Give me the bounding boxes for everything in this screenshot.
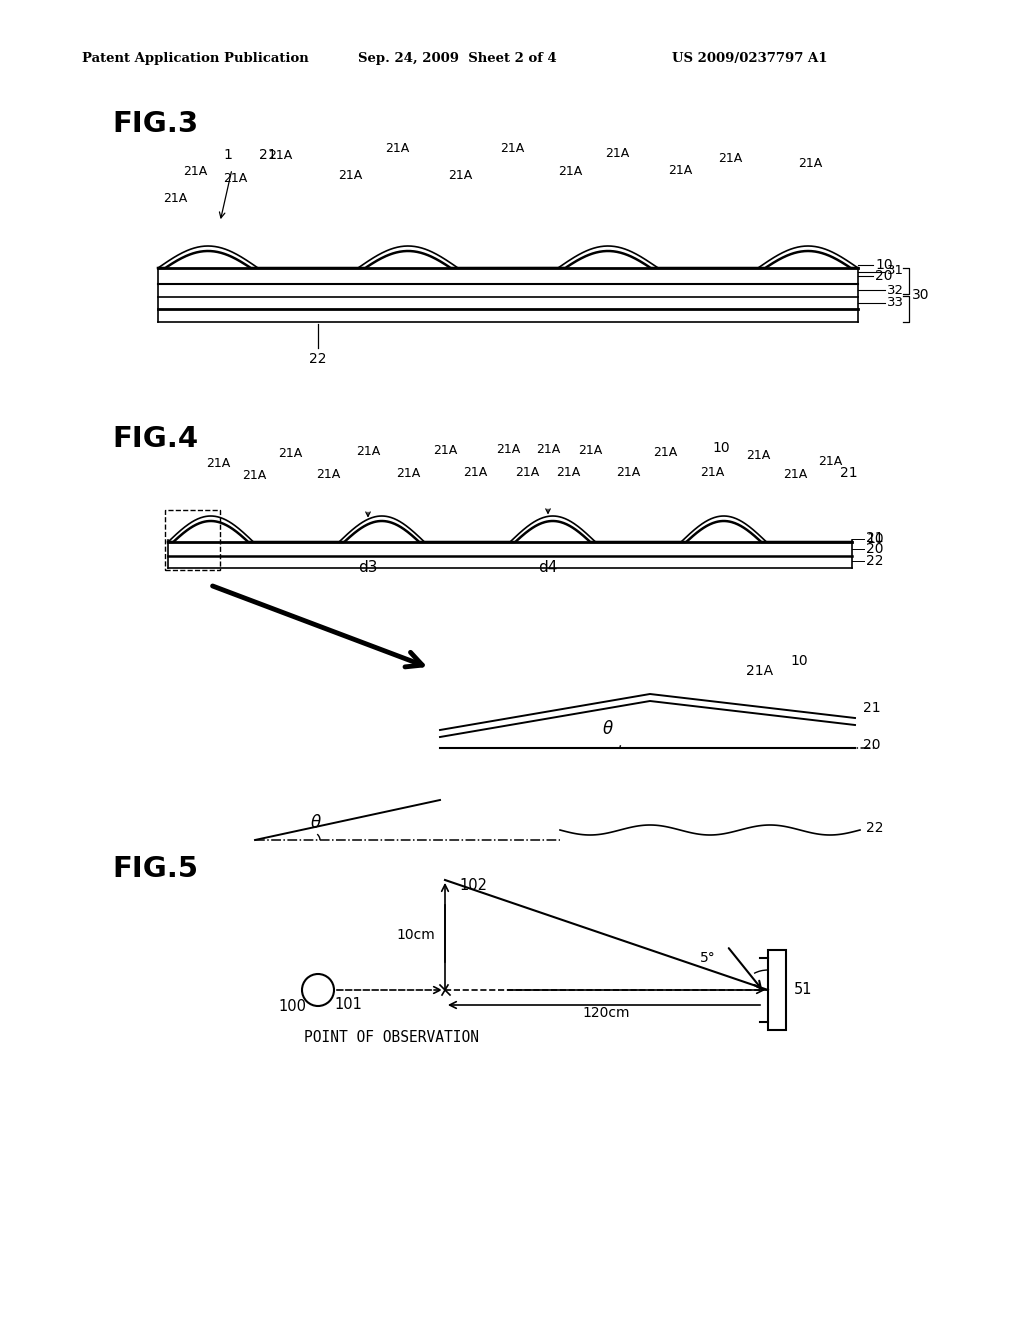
Text: 10: 10 xyxy=(712,441,730,455)
Text: 21A: 21A xyxy=(783,469,807,480)
Text: 21: 21 xyxy=(840,466,858,480)
Text: 21: 21 xyxy=(863,701,881,715)
Text: 21A: 21A xyxy=(463,466,487,479)
Text: 20: 20 xyxy=(874,269,893,282)
Text: 101: 101 xyxy=(334,997,361,1012)
Text: 100: 100 xyxy=(278,999,306,1014)
Text: 20: 20 xyxy=(863,738,881,752)
Bar xyxy=(165,510,220,570)
Text: 21A: 21A xyxy=(668,164,692,177)
Text: 22: 22 xyxy=(866,554,884,568)
Text: 21A: 21A xyxy=(356,445,380,458)
Text: 21A: 21A xyxy=(385,143,410,154)
Text: 21A: 21A xyxy=(396,467,420,480)
Text: 21A: 21A xyxy=(223,172,247,185)
Text: 10: 10 xyxy=(874,257,893,272)
Text: 22: 22 xyxy=(866,821,884,836)
Text: 21A: 21A xyxy=(558,165,582,178)
Text: Sep. 24, 2009  Sheet 2 of 4: Sep. 24, 2009 Sheet 2 of 4 xyxy=(358,51,557,65)
Text: 21A: 21A xyxy=(268,149,292,162)
Text: 10: 10 xyxy=(866,532,884,546)
Text: 31: 31 xyxy=(887,264,904,277)
Text: 21A: 21A xyxy=(818,455,842,469)
Text: Patent Application Publication: Patent Application Publication xyxy=(82,51,309,65)
Text: 21A: 21A xyxy=(556,466,581,479)
Text: 21A: 21A xyxy=(798,157,822,170)
Text: FIG.3: FIG.3 xyxy=(112,110,199,139)
Text: 32: 32 xyxy=(887,284,904,297)
Text: 21: 21 xyxy=(259,148,276,162)
Text: 30: 30 xyxy=(912,288,930,302)
Text: 21A: 21A xyxy=(699,466,724,479)
Text: 1: 1 xyxy=(223,148,232,162)
Text: 5°: 5° xyxy=(700,950,716,965)
Text: 21A: 21A xyxy=(496,444,520,455)
Text: 120cm: 120cm xyxy=(583,1006,630,1020)
Text: 21A: 21A xyxy=(242,469,266,482)
Text: 20: 20 xyxy=(866,543,884,556)
Text: 22: 22 xyxy=(309,352,327,366)
Text: $\theta$: $\theta$ xyxy=(602,719,614,738)
Text: 21A: 21A xyxy=(183,165,207,178)
Text: 102: 102 xyxy=(459,878,487,894)
Text: 21A: 21A xyxy=(433,444,457,457)
Text: 21A: 21A xyxy=(746,664,773,678)
Text: 21A: 21A xyxy=(500,143,524,154)
Text: 21A: 21A xyxy=(605,147,629,160)
Text: 10cm: 10cm xyxy=(396,928,435,942)
Text: 33: 33 xyxy=(887,297,904,309)
Text: 21A: 21A xyxy=(315,469,340,480)
Text: 51: 51 xyxy=(794,982,812,998)
Text: d3: d3 xyxy=(358,560,378,576)
Text: 21A: 21A xyxy=(515,466,539,479)
Text: POINT OF OBSERVATION: POINT OF OBSERVATION xyxy=(303,1030,478,1045)
Text: 21A: 21A xyxy=(745,449,770,462)
Text: d4: d4 xyxy=(539,560,558,576)
Text: US 2009/0237797 A1: US 2009/0237797 A1 xyxy=(672,51,827,65)
Text: 21A: 21A xyxy=(338,169,362,182)
Text: 21A: 21A xyxy=(615,466,640,479)
Text: $\theta$: $\theta$ xyxy=(310,814,322,832)
Text: 21A: 21A xyxy=(206,457,230,470)
Text: FIG.4: FIG.4 xyxy=(112,425,198,453)
Text: 10: 10 xyxy=(790,653,808,668)
Text: FIG.5: FIG.5 xyxy=(112,855,198,883)
Text: 21A: 21A xyxy=(163,191,187,205)
Text: 21A: 21A xyxy=(653,446,677,459)
Bar xyxy=(768,950,786,1030)
Text: 21A: 21A xyxy=(447,169,472,182)
Text: 21A: 21A xyxy=(278,447,302,459)
Text: 21: 21 xyxy=(866,531,884,545)
Text: 21A: 21A xyxy=(536,444,560,455)
Text: 21A: 21A xyxy=(718,152,742,165)
Text: 21A: 21A xyxy=(578,444,602,457)
